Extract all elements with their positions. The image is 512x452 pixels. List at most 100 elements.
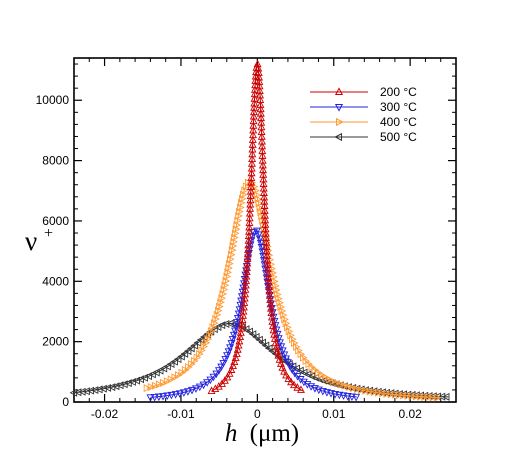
data-point [166,360,175,369]
data-point [233,345,242,353]
data-point [190,341,198,350]
data-point [245,213,254,222]
axis-ticks: -0.02 -0.01 0 0.01 0.02 0 2000 4000 6000 8000 1000… [36,58,457,421]
data-point [246,186,255,195]
data-point [303,381,312,389]
y-tick-label: 8000 [42,154,69,168]
data-point [318,371,327,380]
plot-frame [73,57,457,403]
data-point [154,393,163,402]
data-point [159,378,168,387]
data-point [258,338,267,347]
data-point [171,391,180,399]
data-point [248,140,257,148]
data-point [152,368,160,377]
legend-marker [334,103,344,112]
data-point [255,72,264,81]
data-point [231,233,239,242]
data-point [261,341,270,350]
data-point [240,298,249,306]
data-point [264,344,273,353]
data-point [167,375,176,384]
data-point [256,239,265,248]
x-axis-label-unit: (μm) [250,420,300,447]
data-point [196,350,204,359]
data-point [425,393,434,402]
data-point [183,388,192,396]
legend-marker [335,117,344,127]
data-point [242,272,251,280]
data-point [285,362,294,371]
legend-item: 500 °C [310,130,417,144]
data-point [249,121,258,129]
y-tick-label: 0 [62,395,69,409]
data-point [250,85,259,93]
data-point [238,315,247,324]
data-point [225,264,233,273]
data-point [231,229,240,238]
data-point [266,295,275,303]
data-point [277,343,286,351]
data-point [235,336,244,345]
data-point [256,90,265,99]
y-tick-label: 4000 [42,274,69,288]
data-point [297,385,305,393]
data-point [329,377,338,386]
x-tick-label: 0.02 [398,407,422,421]
data-point [259,183,268,192]
data-point [396,391,404,400]
data-point [258,156,267,164]
data-point [295,346,303,355]
data-point [370,388,379,397]
data-point [240,293,249,302]
data-point [248,144,257,153]
data-point [198,346,206,355]
data-point [247,182,255,190]
data-point [257,113,266,122]
data-point [271,322,280,330]
data-point [379,389,387,398]
legend-marker [334,132,343,142]
data-point [209,373,218,382]
data-point [255,77,264,85]
data-point [255,199,264,208]
data-point [207,386,216,394]
data-point [437,392,446,401]
data-point [206,376,215,385]
data-point [258,151,267,159]
data-point [249,125,258,134]
data-point [258,141,267,150]
data-point [245,327,253,336]
data-point [236,328,245,336]
data-point [155,380,164,389]
data-point [387,390,396,399]
data-point [163,377,172,386]
data-point [155,366,164,375]
data-point [244,231,253,240]
data-point [257,127,266,135]
data-point [256,203,265,212]
data-point [263,255,272,264]
data-point [260,211,269,219]
data-point [264,283,273,291]
data-point [250,103,259,111]
data-point [239,302,248,311]
data-point [366,387,375,396]
data-point [297,350,306,359]
data-point [299,378,308,387]
data-point [341,381,350,390]
data-point [441,392,450,401]
data-point [222,276,231,285]
y-tick-label: 6000 [42,214,69,228]
series-line [146,181,441,399]
data-point [245,222,254,231]
data-point [352,393,361,402]
data-point [268,264,276,273]
data-point [251,72,260,80]
data-point [303,370,312,379]
data-point [314,368,323,377]
data-point [408,392,417,401]
data-point [257,132,266,140]
data-point [230,237,238,246]
